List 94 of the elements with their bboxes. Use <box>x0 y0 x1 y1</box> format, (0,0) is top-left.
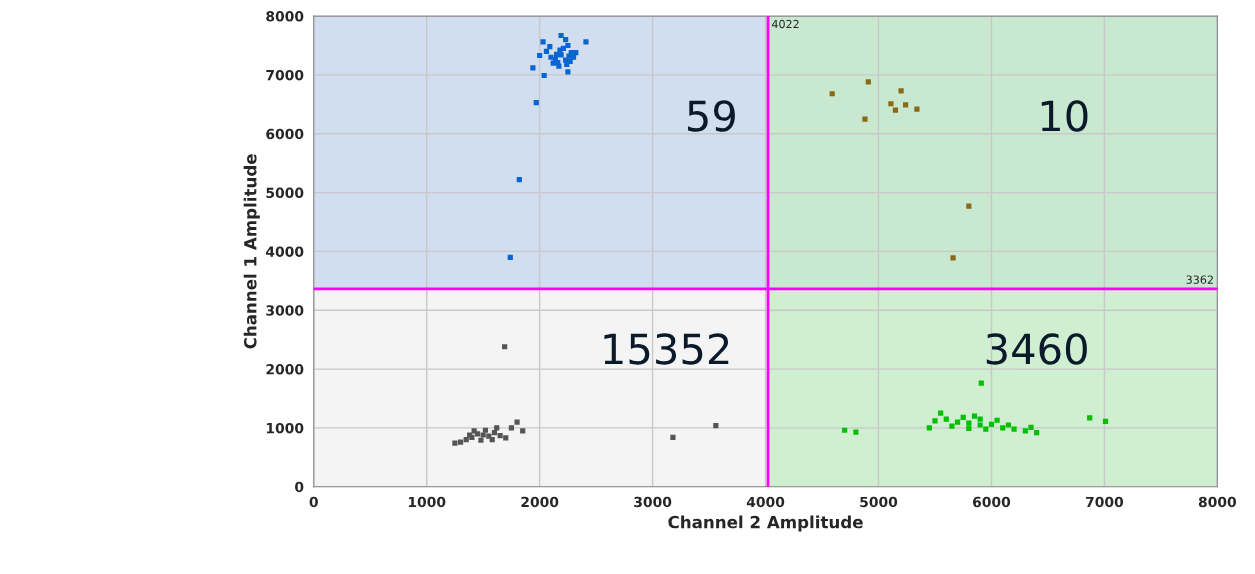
point <box>520 428 526 434</box>
point <box>482 427 489 433</box>
point <box>903 102 909 108</box>
point <box>533 99 539 106</box>
point <box>966 425 972 432</box>
point <box>541 72 547 79</box>
point <box>1022 428 1028 434</box>
point <box>548 54 554 60</box>
y-tick-label: 1000 <box>266 422 304 434</box>
point <box>1102 418 1109 425</box>
y-tick-label: 3000 <box>266 305 304 316</box>
point <box>954 419 961 425</box>
point <box>926 425 932 431</box>
point <box>480 432 486 438</box>
y-tick-label: 8000 <box>266 11 304 22</box>
point <box>943 416 949 422</box>
point <box>502 344 508 350</box>
point <box>507 254 513 260</box>
point <box>508 425 515 431</box>
point <box>516 177 522 183</box>
point <box>478 437 484 443</box>
point <box>971 413 978 419</box>
point <box>503 435 509 441</box>
x-tick-label: 1000 <box>408 496 446 508</box>
point <box>457 439 464 445</box>
point <box>540 39 546 45</box>
point <box>514 419 520 425</box>
y-tick-label: 6000 <box>266 128 304 140</box>
x-axis-title: Channel 2 Amplitude <box>668 515 863 532</box>
point <box>966 420 972 426</box>
y-axis-title: Channel 1 Amplitude <box>243 154 260 349</box>
point <box>853 429 859 435</box>
point <box>489 437 495 443</box>
point <box>888 101 894 107</box>
point <box>949 423 955 429</box>
point <box>983 426 989 432</box>
point <box>1087 415 1093 421</box>
annotation: 15352 <box>604 333 729 365</box>
point <box>713 422 719 429</box>
point <box>1000 425 1006 431</box>
point <box>898 88 904 94</box>
x-tick-label: 3000 <box>634 496 672 508</box>
point <box>568 49 574 56</box>
point <box>862 116 868 122</box>
point <box>547 44 553 50</box>
x-tick-label: 5000 <box>860 496 898 508</box>
y-tick-label: 7000 <box>266 69 304 81</box>
point <box>563 37 569 43</box>
point <box>960 414 966 420</box>
x-tick-label: 7000 <box>1086 496 1124 508</box>
y-tick-label: 0 <box>295 481 304 493</box>
point <box>565 42 571 49</box>
point <box>938 410 944 416</box>
point <box>829 91 835 97</box>
x-tick-label: 8000 <box>1198 496 1237 508</box>
annotation: 10 <box>1041 100 1088 132</box>
point <box>892 107 899 113</box>
point <box>497 432 503 439</box>
point <box>1034 430 1040 436</box>
point <box>1011 426 1017 432</box>
point <box>1028 424 1034 430</box>
point <box>543 48 550 54</box>
point <box>988 421 995 427</box>
point <box>950 255 956 261</box>
y-tick-label: 4000 <box>266 246 304 257</box>
point <box>452 440 458 446</box>
point <box>914 106 920 112</box>
x-tick-label: 0 <box>309 496 318 508</box>
x-tick-label: 6000 <box>972 496 1011 508</box>
y-tick-label: 5000 <box>266 187 304 199</box>
point <box>1005 422 1011 428</box>
point <box>977 416 983 422</box>
point <box>670 434 676 440</box>
x-tick-label: 4000 <box>746 496 785 508</box>
point <box>494 425 500 431</box>
ref-line-label: 3362 <box>1186 275 1213 284</box>
annotation: 59 <box>688 100 735 132</box>
point <box>865 79 871 85</box>
point <box>978 380 984 386</box>
point <box>932 418 938 424</box>
point <box>994 417 1000 423</box>
x-tick-label: 2000 <box>521 496 559 508</box>
point <box>966 203 972 209</box>
point <box>530 65 536 71</box>
point <box>583 39 589 45</box>
point <box>842 427 848 433</box>
y-tick-label: 2000 <box>266 364 304 375</box>
point <box>537 52 543 59</box>
point <box>558 52 564 58</box>
ref-line-label: 4022 <box>771 19 799 29</box>
point <box>471 428 477 434</box>
annotation: 3460 <box>986 333 1087 365</box>
point <box>565 69 571 75</box>
point <box>977 422 983 428</box>
